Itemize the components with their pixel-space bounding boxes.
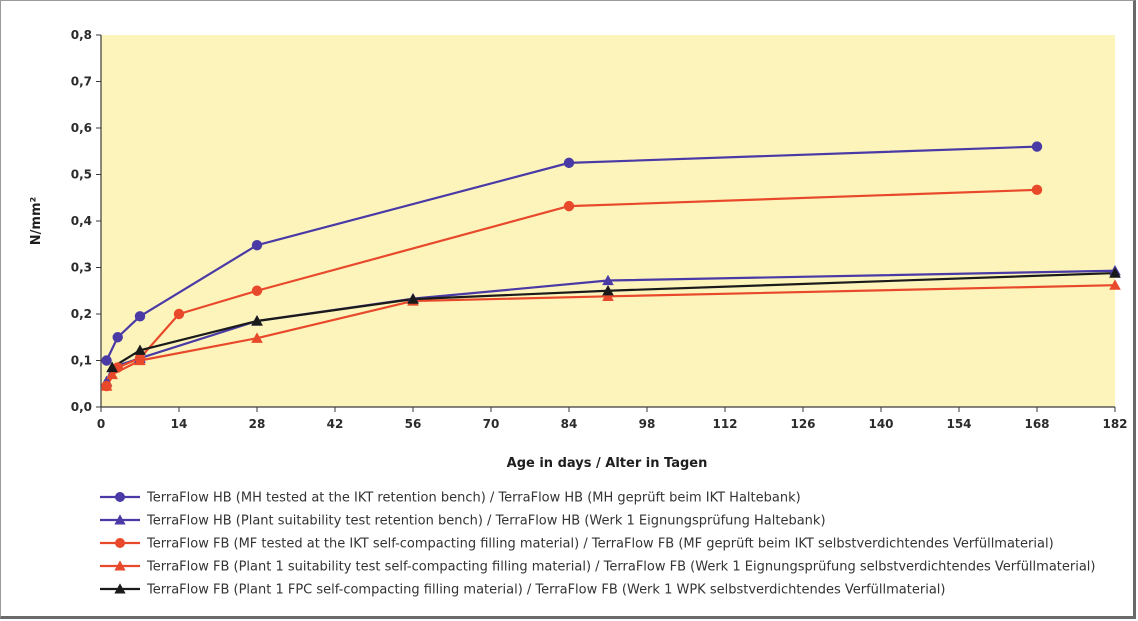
- legend-marker: [114, 514, 126, 525]
- y-tick-label: 0,7: [71, 75, 92, 89]
- series-1-point: [251, 239, 263, 251]
- legend-label: TerraFlow FB (Plant 1 suitability test s…: [146, 560, 1096, 575]
- series-1-point: [112, 332, 123, 343]
- series-4-point: [1109, 279, 1121, 290]
- series-3-point: [173, 308, 185, 320]
- y-tick-label: 0,2: [71, 307, 92, 321]
- y-tick-label: 0,8: [71, 28, 92, 42]
- legend-item: TerraFlow FB (MF tested at the IKT self-…: [100, 537, 1054, 552]
- series-4-point: [251, 332, 263, 343]
- y-tick-label: 0,3: [71, 261, 92, 275]
- legend-item: TerraFlow FB (Plant 1 suitability test s…: [100, 560, 1096, 575]
- x-tick-label: 168: [1024, 417, 1049, 431]
- legend-label: TerraFlow FB (MF tested at the IKT self-…: [146, 537, 1054, 552]
- plot-area: [101, 35, 1115, 407]
- legend-marker: [115, 492, 125, 502]
- series-3-point: [251, 285, 263, 296]
- x-tick-label: 126: [790, 417, 815, 431]
- legend-label: TerraFlow HB (Plant suitability test ret…: [146, 514, 826, 529]
- legend-item: TerraFlow FB (Plant 1 FPC self-compactin…: [100, 583, 945, 598]
- series-1-point: [134, 311, 146, 322]
- series-4-point: [106, 368, 118, 380]
- y-axis-label: N/mm²: [29, 197, 44, 245]
- series-5-point: [134, 344, 146, 355]
- legend-marker: [114, 583, 126, 594]
- series-1-point: [1031, 141, 1043, 152]
- series-3-point: [1031, 184, 1043, 196]
- x-tick-label: 42: [327, 417, 344, 431]
- y-tick-label: 0,4: [71, 214, 92, 228]
- x-tick-label: 84: [561, 417, 578, 431]
- legend-marker: [114, 560, 126, 571]
- x-tick-label: 182: [1102, 417, 1127, 431]
- x-tick-label: 140: [868, 417, 893, 431]
- series-markers: [100, 141, 1121, 392]
- series-5-point: [407, 293, 419, 304]
- y-tick-label: 0,6: [71, 121, 92, 135]
- legend: TerraFlow HB (MH tested at the IKT reten…: [100, 491, 1096, 598]
- series-4-point: [602, 290, 614, 301]
- series-5-point: [602, 284, 614, 296]
- legend-label: TerraFlow FB (Plant 1 FPC self-compactin…: [146, 583, 945, 598]
- series-5-point: [251, 315, 263, 326]
- series-4-point: [100, 380, 113, 391]
- series-1-point: [563, 157, 575, 169]
- x-tick-label: 56: [405, 417, 422, 431]
- x-tick-label: 28: [249, 417, 266, 431]
- y-tick-label: 0,5: [71, 168, 92, 182]
- y-tick-label: 0,0: [71, 400, 92, 414]
- x-tick-label: 98: [639, 417, 656, 431]
- series-5-point: [106, 361, 118, 373]
- series-5-point: [1109, 267, 1121, 278]
- legend-item: TerraFlow HB (Plant suitability test ret…: [100, 514, 826, 529]
- legend-label: TerraFlow HB (MH tested at the IKT reten…: [146, 491, 801, 506]
- x-tick-label: 154: [946, 417, 971, 431]
- legend-marker: [115, 538, 125, 548]
- x-tick-label: 14: [171, 417, 188, 431]
- x-tick-label: 0: [97, 417, 105, 431]
- legend-item: TerraFlow HB (MH tested at the IKT reten…: [100, 491, 801, 506]
- series-1-point: [101, 355, 112, 366]
- series-3-point: [563, 200, 575, 212]
- x-tick-label: 70: [483, 417, 500, 431]
- y-tick-label: 0,1: [71, 354, 92, 368]
- series-2-point: [602, 274, 614, 286]
- x-tick-label: 112: [712, 417, 737, 431]
- x-axis-label: Age in days / Alter in Tagen: [507, 456, 708, 471]
- series-4-point: [134, 354, 146, 366]
- axes: 0,0 0,1 0,2 0,3 0,4 0,5 0,6 0,7 0,8 0 14 28 42 56 70 84…: [71, 28, 1128, 431]
